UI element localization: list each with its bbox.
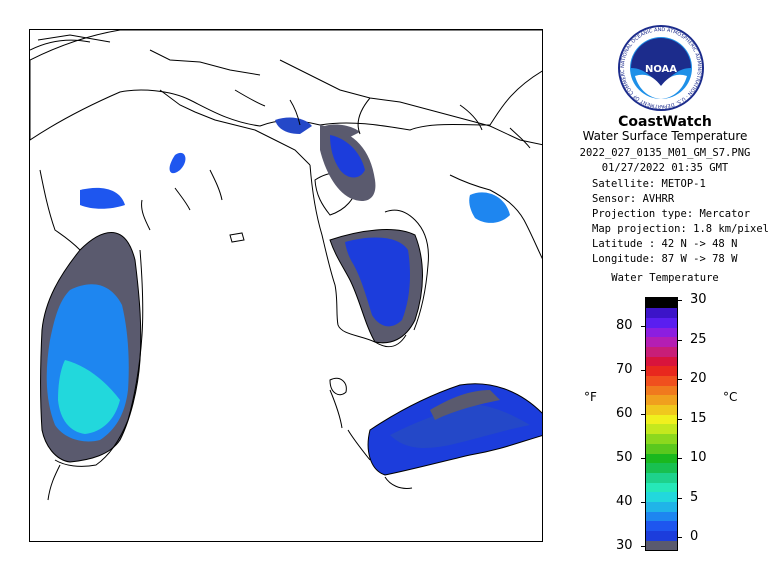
- fahrenheit-tick: [641, 501, 646, 503]
- colorbar-segment: [646, 414, 677, 425]
- colorbar-segment: [646, 394, 677, 406]
- colorbar-segment: [646, 404, 677, 415]
- fahrenheit-tick-label: 30: [616, 537, 633, 553]
- great-lakes-map: [30, 30, 542, 501]
- temperature-colorbar: [645, 297, 678, 551]
- fahrenheit-tick-label: 60: [616, 406, 633, 422]
- colorbar-segment: [646, 375, 677, 386]
- celsius-tick-label: 15: [690, 410, 707, 426]
- colorbar-segment: [646, 356, 677, 367]
- fahrenheit-tick: [641, 458, 646, 459]
- colorbar-segment: [646, 336, 677, 347]
- fahrenheit-tick: [641, 414, 646, 416]
- celsius-tick-label: 25: [690, 331, 707, 347]
- celsius-tick: [677, 379, 682, 380]
- colorbar-segment: [646, 530, 677, 541]
- meta-longitude: Longitude: 87 W -> 78 W: [592, 253, 738, 265]
- lake-superior-water: [30, 30, 542, 141]
- meta-sensor: Sensor: AVHRR: [592, 193, 675, 205]
- colorbar-segment: [646, 511, 677, 522]
- colorbar-segment: [646, 482, 677, 493]
- celsius-tick: [677, 339, 682, 341]
- fahrenheit-tick-label: 70: [616, 362, 633, 378]
- lake-erie: [367, 383, 542, 476]
- image-datetime: 01/27/2022 01:35 GMT: [601, 162, 729, 174]
- image-filename: 2022_027_0135_M01_GM_S7.PNG: [579, 147, 751, 159]
- celsius-tick: [677, 418, 682, 420]
- colorbar-segment: [646, 298, 677, 309]
- legend-title: Water Temperature: [611, 272, 719, 284]
- celsius-unit: °C: [723, 390, 738, 404]
- colorbar-segment: [646, 501, 677, 512]
- celsius-tick: [677, 458, 682, 459]
- celsius-tick-label: 0: [690, 529, 699, 544]
- fahrenheit-tick: [641, 370, 646, 372]
- colorbar-segment: [646, 520, 677, 532]
- fahrenheit-tick-label: 40: [616, 493, 633, 509]
- fahrenheit-tick: [641, 326, 646, 328]
- colorbar-segment: [646, 424, 677, 435]
- meta-projection-type: Projection type: Mercator: [592, 208, 751, 220]
- logo-text: NOAA: [645, 64, 677, 75]
- map-panel: [29, 29, 543, 542]
- colorbar-segment: [646, 385, 677, 396]
- fahrenheit-tick: [641, 545, 646, 547]
- lake-michigan: [40, 152, 186, 463]
- colorbar-segment: [646, 317, 677, 328]
- celsius-tick-label: 30: [690, 292, 707, 307]
- celsius-tick-label: 20: [690, 371, 707, 386]
- celsius-tick-label: 5: [690, 489, 699, 505]
- product-subtitle: Water Surface Temperature: [582, 129, 748, 143]
- lake-st-clair: [329, 377, 347, 396]
- meta-map-projection: Map projection: 1.8 km/pixel: [592, 223, 770, 235]
- colorbar-segment: [646, 433, 677, 444]
- noaa-logo: NOAA NATIONAL OCEANIC AND ATMOSPHERIC AD…: [615, 20, 705, 112]
- colorbar-segment: [646, 443, 677, 454]
- noaa-seal-icon: NOAA NATIONAL OCEANIC AND ATMOSPHERIC AD…: [615, 20, 704, 111]
- product-title: CoastWatch: [618, 114, 712, 130]
- lake-huron: [314, 125, 510, 344]
- fahrenheit-tick-label: 80: [616, 318, 633, 334]
- colorbar-segment: [646, 462, 677, 473]
- celsius-tick: [677, 497, 682, 499]
- meta-satellite: Satellite: METOP-1: [592, 178, 706, 190]
- colorbar-segment: [646, 365, 677, 377]
- colorbar-segment: [646, 491, 677, 503]
- colorbar-segment: [646, 540, 677, 551]
- colorbar-segment: [646, 346, 677, 357]
- meta-latitude: Latitude : 42 N -> 48 N: [592, 238, 738, 250]
- fahrenheit-tick-label: 50: [616, 450, 633, 465]
- colorbar-segment: [646, 307, 677, 318]
- celsius-tick: [677, 537, 682, 538]
- colorbar-segment: [646, 472, 677, 483]
- coastlines: [30, 34, 542, 501]
- celsius-tick-label: 10: [690, 450, 707, 465]
- fahrenheit-unit: °F: [584, 390, 597, 404]
- colorbar-segment: [646, 327, 677, 338]
- colorbar-segment: [646, 453, 677, 464]
- small-lake: [229, 232, 245, 243]
- celsius-tick: [677, 300, 682, 301]
